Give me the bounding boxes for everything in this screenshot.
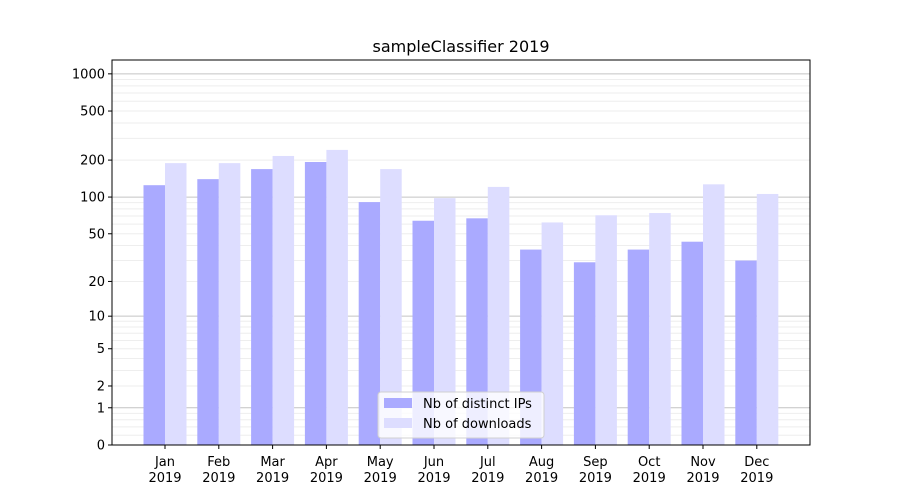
- bar-distinct-ips: [251, 169, 273, 445]
- bar-distinct-ips: [627, 249, 650, 445]
- bar-downloads: [380, 169, 402, 445]
- y-tick-label: 20: [88, 275, 105, 290]
- x-tick-label: Mar 2019: [256, 455, 289, 486]
- legend: Nb of distinct IPs Nb of downloads: [377, 391, 545, 439]
- legend-label: Nb of downloads: [423, 417, 532, 432]
- x-tick-label: Jul 2019: [471, 455, 504, 486]
- legend-swatch: [384, 398, 412, 408]
- bar-distinct-ips: [412, 220, 434, 445]
- bar-downloads: [218, 163, 241, 446]
- x-tick-label: Jun 2019: [417, 455, 450, 486]
- bar-distinct-ips: [466, 218, 488, 445]
- x-tick-label: Nov 2019: [686, 455, 719, 486]
- bar-distinct-ips: [197, 179, 219, 445]
- legend-box: [377, 391, 545, 439]
- bar-distinct-ips: [573, 262, 596, 445]
- y-tick-label: 50: [88, 227, 105, 242]
- x-tick-label: Apr 2019: [310, 455, 343, 486]
- x-tick-label: Dec 2019: [740, 455, 773, 486]
- bar-distinct-ips: [358, 202, 381, 445]
- legend-label: Nb of distinct IPs: [423, 397, 532, 412]
- bar-downloads: [703, 184, 725, 445]
- bar-downloads: [434, 198, 456, 445]
- x-tick-label: Sep 2019: [579, 455, 612, 486]
- bar-downloads: [165, 163, 187, 446]
- bars: [143, 149, 779, 446]
- y-axis: 0 1 2 5 10 20 50 100 200 500 1000: [72, 67, 112, 454]
- y-tick-label: 10: [88, 310, 105, 325]
- bar-downloads: [541, 222, 564, 445]
- bar-distinct-ips: [143, 185, 165, 446]
- bar-distinct-ips: [304, 161, 327, 445]
- bar-downloads: [595, 215, 617, 445]
- plot-frame: [111, 59, 811, 446]
- y-tick-label: 0: [97, 439, 105, 454]
- y-tick-label: 500: [80, 105, 105, 120]
- y-tick-label: 100: [80, 191, 105, 206]
- x-tick-label: May 2019: [364, 455, 397, 486]
- y-tick-label: 2: [97, 379, 105, 394]
- bar-downloads: [487, 186, 510, 445]
- x-tick-label: Jan 2019: [148, 455, 181, 486]
- x-tick-label: Aug 2019: [525, 455, 558, 486]
- x-tick-label: Oct 2019: [633, 455, 666, 486]
- bar-downloads: [326, 149, 348, 445]
- legend-swatch: [384, 418, 412, 428]
- chart-title: sampleClassifier 2019: [372, 37, 549, 56]
- y-tick-label: 5: [97, 342, 105, 357]
- y-tick-label: 200: [80, 154, 105, 169]
- bar-distinct-ips: [735, 260, 757, 445]
- y-tick-label: 1: [97, 401, 105, 416]
- bar-distinct-ips: [681, 241, 703, 445]
- x-axis: Jan 2019 Feb 2019 Mar 2019 Apr 2019 May 2019 Jun 20…: [148, 445, 773, 486]
- y-tick-label: 1000: [72, 67, 105, 82]
- x-tick-label: Feb 2019: [202, 455, 235, 486]
- bar-downloads: [649, 213, 671, 445]
- bar-downloads: [272, 155, 295, 446]
- bar-downloads: [756, 193, 779, 445]
